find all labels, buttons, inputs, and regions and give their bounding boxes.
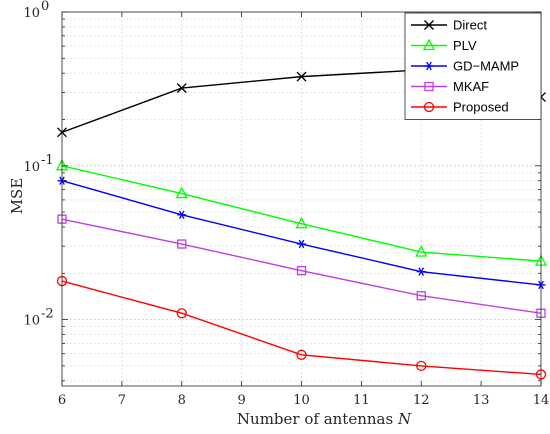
y-tick-label: 10 (23, 6, 40, 21)
y-tick-label: 10 (23, 314, 40, 329)
data-point-direct (296, 71, 307, 82)
triangle-marker (422, 38, 436, 51)
x-tick-label: 14 (533, 393, 550, 408)
data-point-plv (295, 216, 308, 229)
x-marker (424, 20, 434, 30)
data-point-proposed (416, 360, 427, 372)
legend-label: GD−MAMP (453, 59, 519, 74)
asterisk-marker-stroke (298, 239, 305, 249)
asterisk-marker-stroke (178, 210, 185, 220)
legend-item-proposed: Proposed (411, 100, 509, 115)
asterisk-marker (424, 61, 434, 71)
x-tick-label: 13 (473, 393, 490, 408)
series-line-plv (61, 165, 542, 262)
asterisk-marker (177, 210, 187, 220)
triangle-marker (175, 186, 188, 199)
legend-item-plv: PLV (411, 38, 477, 53)
data-point-gd-mamp (416, 267, 426, 276)
triangle-marker (295, 216, 308, 229)
circle-marker (176, 308, 187, 319)
legend-item-gd-mamp: GD−MAMP (411, 59, 519, 74)
y-tick-exponent: -2 (41, 307, 54, 322)
x-marker (176, 83, 187, 94)
x-tick-label: 8 (178, 393, 186, 408)
y-tick-exponent: -1 (41, 153, 54, 168)
legend-label: Proposed (453, 100, 509, 115)
data-point-gd-mamp (297, 239, 306, 249)
legend: Direct PLV GD−MAMP MKAF Proposed (404, 12, 542, 120)
circle-marker (296, 349, 307, 360)
data-point-gd-mamp (177, 210, 187, 220)
y-tick-label: 10 (23, 160, 40, 175)
square-marker (177, 239, 187, 249)
axes (61, 11, 542, 387)
x-tick-label: 6 (58, 393, 66, 408)
asterisk-marker-stroke (426, 61, 432, 71)
data-point-proposed (176, 308, 187, 319)
x-marker-stroke (296, 71, 307, 82)
triangle-marker (415, 245, 428, 257)
data-point-mkaf (296, 266, 307, 276)
x-axis-label: Number of antennas N (237, 410, 412, 428)
asterisk-marker (297, 239, 306, 249)
asterisk-marker (416, 267, 426, 276)
x-tick-label: 7 (118, 393, 126, 408)
legend-item-direct: Direct (411, 18, 487, 33)
circle-marker (416, 360, 427, 372)
x-tick-label: 12 (413, 393, 430, 408)
legend-label: PLV (453, 38, 477, 53)
circle-marker (423, 101, 435, 113)
data-point-plv (175, 186, 188, 199)
data-point-proposed (296, 349, 307, 360)
square-marker (296, 266, 307, 276)
asterisk-marker-stroke (418, 267, 425, 276)
x-tick-label: 11 (353, 393, 370, 408)
legend-label: MKAF (453, 79, 489, 94)
data-point-plv (415, 245, 428, 257)
y-tick-exponent: 0 (41, 0, 49, 14)
y-axis-label: MSE (8, 178, 26, 215)
x-marker-stroke (424, 20, 434, 30)
series-line-proposed (61, 280, 542, 376)
x-marker (296, 71, 307, 82)
x-tick-label: 10 (293, 393, 310, 408)
legend-label: Direct (453, 18, 487, 33)
x-tick-label: 9 (237, 393, 245, 408)
data-point-mkaf (416, 291, 426, 301)
square-marker (424, 81, 434, 92)
data-point-direct (176, 83, 187, 94)
legend-item-mkaf: MKAF (411, 79, 489, 94)
x-marker-stroke (176, 83, 187, 94)
square-marker (416, 291, 426, 301)
data-point-mkaf (177, 239, 187, 249)
series-line-mkaf (61, 218, 542, 314)
